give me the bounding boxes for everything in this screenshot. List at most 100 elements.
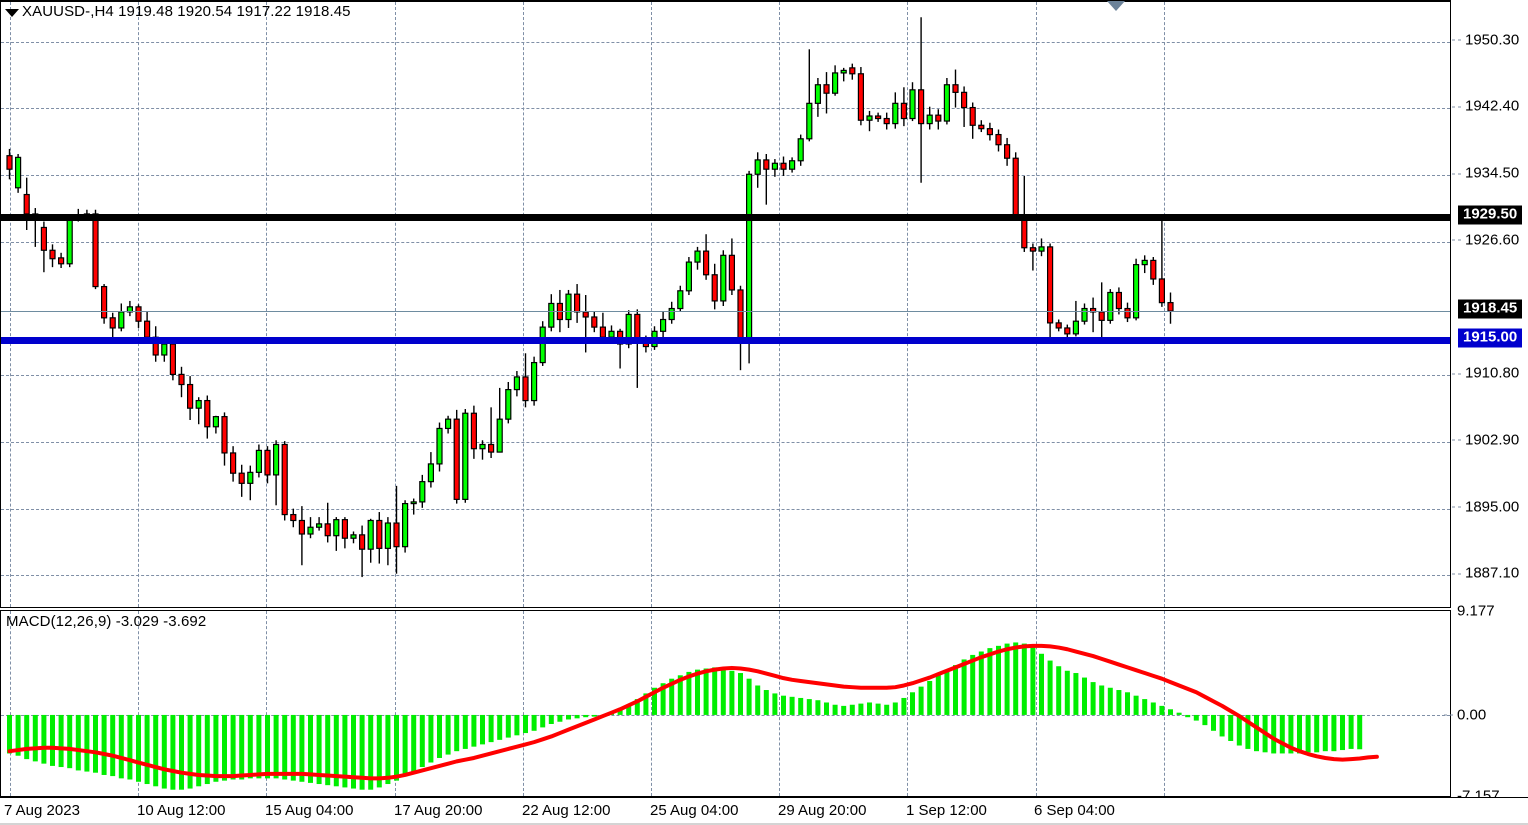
chart-collapse-triangle-down-icon[interactable] <box>5 9 19 17</box>
macd-histogram-bar <box>798 697 804 715</box>
macd-histogram-bar <box>454 714 460 752</box>
macd-histogram-bar <box>222 714 227 781</box>
candle-body-bearish <box>359 534 366 550</box>
candle-body-bearish <box>1055 322 1062 329</box>
macd-y-axis[interactable]: 9.177 0.00 -7.157 <box>1444 603 1528 805</box>
candle-body-bearish <box>960 91 968 109</box>
macd-histogram-bar <box>325 714 331 786</box>
price-tick-1887.10: 1887.10 <box>1452 565 1519 582</box>
macd-histogram-bar <box>1254 714 1259 752</box>
candle-body-bearish <box>935 114 942 122</box>
candle-body-bearish <box>599 326 607 338</box>
window-bottom-edge <box>0 823 1528 825</box>
price-level-line-1915.00[interactable] <box>1 336 1450 344</box>
macd-histogram-bar <box>1348 714 1354 749</box>
macd-histogram-bar <box>901 697 907 715</box>
macd-histogram-bar <box>402 714 408 777</box>
price-chart-panel[interactable] <box>0 0 1451 608</box>
macd-chart-canvas[interactable] <box>1 611 1450 796</box>
candle-body-bullish <box>505 389 512 420</box>
candle-body-bullish <box>427 463 434 483</box>
macd-histogram-bar <box>1219 714 1225 737</box>
candle-body-bullish <box>659 318 667 332</box>
time-tick-0: 7 Aug 2023 <box>4 802 80 819</box>
macd-histogram-bar <box>806 699 812 715</box>
price-level-line-1918.45[interactable] <box>1 310 1450 312</box>
macd-histogram-bar <box>514 714 520 736</box>
macd-histogram-bar <box>591 714 597 717</box>
macd-vgrid-9 <box>1163 611 1165 796</box>
macd-histogram-bar <box>299 714 305 782</box>
candle-body-bullish <box>909 89 916 120</box>
price-tag-1918.45[interactable]: 1918.45 <box>1458 299 1523 319</box>
macd-histogram-bar <box>127 714 133 780</box>
macd-vgrid-8 <box>1035 611 1037 796</box>
price-y-axis[interactable]: 1950.30 1942.40 1934.50 1926.60 1910.80 1902.… <box>1451 0 1528 608</box>
macd-vgrid-0 <box>10 611 11 796</box>
macd-histogram-bar <box>290 714 296 781</box>
macd-histogram-bar <box>1125 692 1130 715</box>
macd-histogram-bar <box>58 714 64 768</box>
candle-body-bearish <box>1064 327 1071 335</box>
macd-histogram-bar <box>1331 714 1337 752</box>
candle-body-bearish <box>702 250 710 276</box>
candle-body-bullish <box>1141 259 1148 266</box>
candle-body-bullish <box>892 102 899 125</box>
candle-body-bullish <box>677 290 684 310</box>
price-tag-1929.50[interactable]: 1929.50 <box>1458 205 1523 225</box>
candle-body-bullish <box>161 343 168 356</box>
candle-body-bullish <box>247 471 254 484</box>
price-vgrid-8 <box>1035 2 1037 607</box>
macd-histogram-bar <box>755 685 761 715</box>
macd-histogram-bar <box>703 668 709 715</box>
candle-body-bullish <box>866 115 873 121</box>
macd-histogram-bar <box>118 714 124 779</box>
macd-histogram-bar <box>1116 690 1122 715</box>
macd-histogram-bar <box>1176 712 1182 715</box>
candle-body-bearish <box>135 306 142 322</box>
candle-body-bullish <box>445 418 452 430</box>
macd-histogram-bar <box>15 714 21 756</box>
macd-histogram-bar <box>987 648 993 715</box>
macd-histogram-bar <box>548 714 554 725</box>
price-tick-1902.90: 1902.90 <box>1452 431 1519 448</box>
candle-body-bearish <box>238 472 245 484</box>
macd-histogram-bar <box>342 714 348 788</box>
marker-triangle-down-icon[interactable] <box>1106 1 1125 11</box>
candle-body-bullish <box>402 503 409 548</box>
candle-body-bullish <box>797 138 804 162</box>
price-tag-1915.00[interactable]: 1915.00 <box>1458 328 1523 348</box>
candle-body-bearish <box>341 519 348 539</box>
candle-body-bearish <box>23 193 30 215</box>
macd-histogram-bar <box>110 714 116 777</box>
macd-histogram-bar <box>1159 705 1165 715</box>
macd-chart-panel[interactable] <box>0 610 1451 797</box>
macd-histogram-bar <box>1340 714 1345 751</box>
time-x-axis[interactable]: 7 Aug 2023 10 Aug 12:00 15 Aug 04:00 17 Aug… <box>0 797 1528 825</box>
candle-body-bullish <box>943 84 951 122</box>
macd-histogram-bar <box>1090 682 1096 715</box>
candle-body-bearish <box>92 213 99 288</box>
price-level-line-1929.50[interactable] <box>1 214 1450 222</box>
candle-body-bearish <box>591 316 598 328</box>
candle-body-bullish <box>625 313 632 345</box>
macd-histogram-bar <box>1107 687 1113 715</box>
macd-histogram-bar <box>626 704 632 715</box>
macd-histogram-bar <box>961 659 967 715</box>
candle-body-bearish <box>1150 259 1157 280</box>
macd-histogram-bar <box>574 714 580 719</box>
time-tick-2: 15 Aug 04:00 <box>265 802 354 819</box>
macd-histogram-bar <box>1082 677 1087 715</box>
macd-histogram-bar <box>101 714 107 775</box>
candle-body-bullish <box>436 427 443 465</box>
macd-histogram-bar <box>892 702 898 715</box>
candle-body-bullish <box>831 72 839 94</box>
macd-vgrid-2 <box>266 611 268 796</box>
macd-histogram-bar <box>161 714 167 789</box>
candle-body-bearish <box>728 254 736 291</box>
candle-body-bearish <box>393 522 400 548</box>
price-chart-canvas[interactable] <box>1 2 1450 607</box>
candle-body-bullish <box>350 534 357 539</box>
macd-histogram-bar <box>333 714 339 787</box>
macd-series <box>7 642 1379 790</box>
